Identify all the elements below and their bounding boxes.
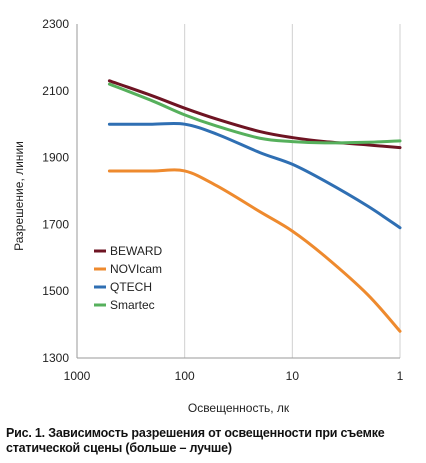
series-lines bbox=[107, 79, 402, 333]
y-axis-title: Разрешение, линии bbox=[12, 141, 26, 251]
chart: 1000 100 10 1 1300 1500 1700 1900 2100 2300 BEWAR… bbox=[12, 17, 404, 415]
legend-entry: QTECH bbox=[110, 280, 152, 294]
axes bbox=[76, 24, 400, 359]
tick-labels: 1000 100 10 1 1300 1500 1700 1900 2100 2300 bbox=[42, 17, 403, 383]
grid bbox=[184, 24, 401, 358]
x-tick-label: 100 bbox=[175, 369, 195, 383]
legend: BEWARD NOVIcam QTECH Smartec bbox=[94, 244, 163, 312]
series-line-novicam bbox=[107, 168, 402, 333]
series-line-smartec bbox=[107, 82, 402, 145]
y-tick-label: 2100 bbox=[42, 84, 69, 98]
x-axis-title: Освещенность, лк bbox=[188, 401, 290, 415]
x-tick-label: 10 bbox=[286, 369, 300, 383]
legend-entry: Smartec bbox=[110, 298, 155, 312]
y-tick-label: 1500 bbox=[42, 284, 69, 298]
x-tick-label: 1000 bbox=[64, 369, 91, 383]
legend-entry: NOVIcam bbox=[110, 262, 162, 276]
legend-entry: BEWARD bbox=[110, 244, 163, 258]
y-tick-label: 2300 bbox=[42, 17, 69, 31]
figure-caption: Рис. 1. Зависимость разрешения от освеще… bbox=[6, 426, 385, 455]
y-tick-label: 1900 bbox=[42, 151, 69, 165]
series-line-qtech bbox=[107, 121, 402, 230]
x-tick-label: 1 bbox=[397, 369, 404, 383]
y-tick-label: 1300 bbox=[42, 351, 69, 365]
y-tick-label: 1700 bbox=[42, 217, 69, 231]
